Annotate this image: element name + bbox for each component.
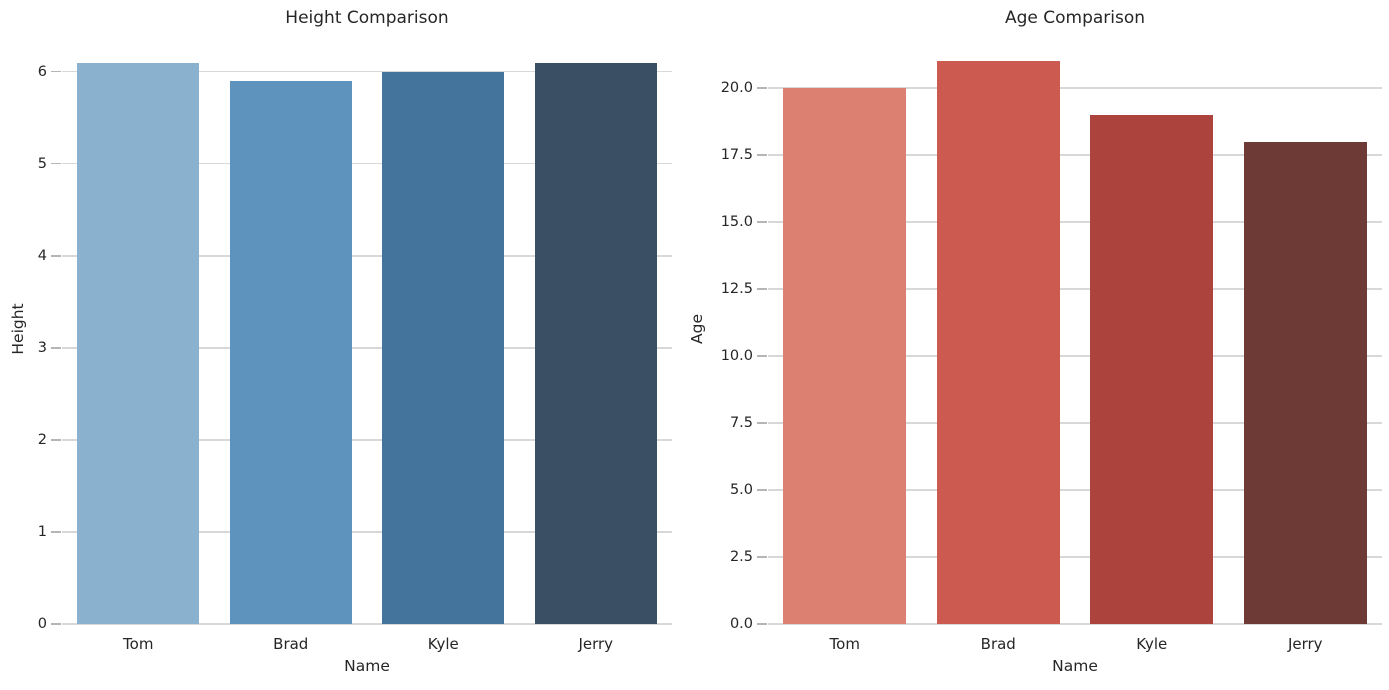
y-tick-mark	[51, 162, 61, 165]
x-tick-label: Tom	[123, 635, 154, 653]
y-tick-label: 6	[37, 63, 47, 80]
bar-jerry	[534, 62, 657, 624]
bar-jerry	[1243, 141, 1367, 624]
chart-title: Age Comparison	[1004, 8, 1146, 28]
y-tick-label: 0.0	[729, 616, 753, 632]
y-tick-label: 20.0	[720, 80, 753, 97]
y-tick-mark	[757, 87, 767, 89]
y-tick-mark	[757, 221, 767, 223]
gridline	[62, 70, 672, 73]
y-tick-mark	[51, 347, 61, 349]
x-tick-label: Brad	[980, 635, 1016, 653]
x-axis-label: Name	[344, 657, 390, 675]
bar-kyle	[1090, 115, 1214, 624]
gridline	[62, 255, 672, 257]
y-tick-mark	[51, 531, 61, 533]
gridline	[768, 87, 1382, 89]
y-tick-mark	[51, 439, 61, 441]
y-tick-mark	[51, 70, 61, 73]
y-tick-mark	[757, 489, 767, 491]
bar-tom	[783, 88, 907, 624]
y-tick-label: 5	[37, 155, 47, 172]
y-tick-label: 4	[37, 247, 47, 264]
y-tick-mark	[757, 422, 767, 424]
plot-area	[62, 33, 672, 625]
y-tick-mark	[757, 154, 767, 156]
bar-kyle	[382, 71, 505, 624]
gridline	[768, 154, 1382, 156]
gridline	[768, 623, 1382, 625]
y-tick-label: 7.5	[729, 415, 753, 432]
gridline	[768, 422, 1382, 424]
x-tick-label: Kyle	[427, 635, 459, 653]
y-tick-label: 1	[37, 523, 47, 540]
x-axis-label: Name	[1052, 657, 1098, 675]
gridline	[62, 439, 672, 441]
gridline	[62, 162, 672, 165]
plot-area	[768, 33, 1382, 625]
y-tick-mark	[757, 288, 767, 290]
bar-brad	[229, 80, 352, 624]
chart-title: Height Comparison	[285, 8, 449, 28]
x-tick-label: Tom	[829, 635, 860, 653]
y-tick-label: 0	[37, 616, 47, 632]
bar-tom	[77, 62, 200, 624]
y-tick-mark	[51, 255, 61, 257]
gridline	[768, 355, 1382, 357]
gridline	[62, 531, 672, 533]
y-tick-label: 12.5	[720, 281, 753, 298]
gridline	[62, 623, 672, 625]
x-tick-label: Jerry	[1287, 635, 1323, 653]
bar-brad	[936, 61, 1060, 624]
y-tick-label: 2.5	[729, 549, 753, 566]
age-comparison-chart: Age Comparison Age 0.0 2.5 5.0 7.5 10.0 12.5 1…	[688, 0, 1389, 690]
gridline	[768, 556, 1382, 558]
y-tick-mark	[757, 355, 767, 357]
y-axis-label: Age	[688, 313, 706, 344]
y-tick-mark	[51, 623, 61, 625]
y-tick-mark	[757, 623, 767, 625]
y-tick-label: 2	[37, 431, 47, 448]
y-tick-label: 3	[37, 339, 47, 356]
y-tick-label: 15.0	[720, 214, 753, 231]
y-tick-label: 17.5	[720, 147, 753, 164]
gridline	[768, 489, 1382, 491]
x-tick-label: Kyle	[1136, 635, 1168, 653]
y-tick-label: 10.0	[720, 348, 753, 365]
gridline	[768, 221, 1382, 223]
x-tick-label: Jerry	[578, 635, 614, 653]
y-tick-mark	[757, 556, 767, 558]
y-tick-label: 5.0	[729, 482, 753, 499]
gridline	[768, 288, 1382, 290]
x-tick-label: Brad	[273, 635, 309, 653]
gridline	[62, 347, 672, 349]
